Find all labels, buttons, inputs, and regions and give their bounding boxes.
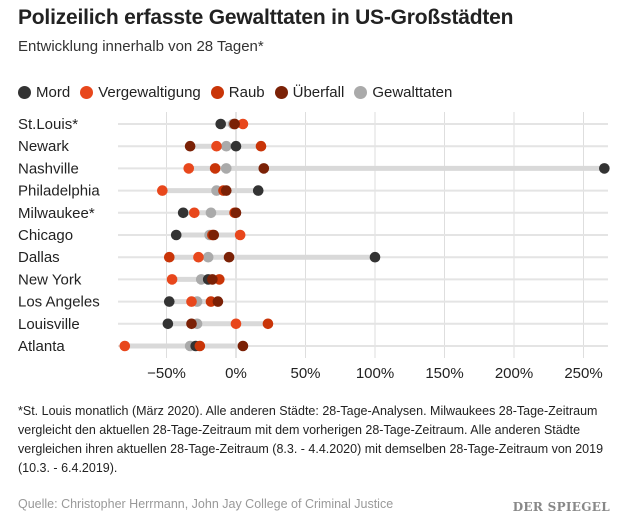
legend-item: Mord [18,84,70,101]
dot-vergewaltigung [166,274,178,285]
legend-swatch [80,86,94,99]
footnote: *St. Louis monatlich (März 2020). Alle a… [18,404,604,475]
x-tick-label: 200% [495,365,533,382]
dot-überfall [220,185,232,196]
row-label: Atlanta [18,338,65,355]
dot-vergewaltigung [230,318,242,330]
dot-vergewaltigung [237,118,249,130]
dot-mord [252,185,264,196]
dot-vergewaltigung [193,251,204,263]
dot-raub [163,251,175,263]
chart-title: Polizeilich erfasste Gewalttaten in US-G… [18,6,514,29]
dot-raub [262,318,274,330]
row-label: Nashville [18,160,79,177]
row-label: Newark [18,138,69,155]
dot-mord [177,207,189,219]
dot-überfall [229,118,240,130]
dot-überfall [207,274,218,285]
dot-gewalttaten [220,140,232,152]
legend-swatch [18,86,31,99]
legend-label: Überfall [292,84,345,101]
dot-plot: −50% 0% 50% 100% 150% 200% 250% St.Louis* Newark… [18,112,610,382]
dot-vergewaltigung [234,229,246,241]
dot-überfall [230,207,242,219]
row-label: New York [18,271,82,288]
row-label: Philadelphia [18,183,100,200]
legend-label: Raub [228,84,265,101]
legend-item: Gewalttaten [354,84,452,101]
dot-überfall [184,140,196,152]
row-label: Louisville [18,316,80,333]
legend: Mord Vergewaltigung Raub Überfall Gewalttate… [18,84,452,101]
legend-item: Überfall [274,84,345,101]
x-tick-label: 100% [356,365,394,382]
dot-überfall [258,163,270,174]
dot-gewalttaten [205,207,217,219]
dot-vergewaltigung [186,296,197,307]
x-tick-label: 150% [425,365,463,382]
dot-vergewaltigung [189,207,200,219]
row-label: Dallas [18,249,60,266]
dot-überfall [212,296,224,307]
legend-label: Gewalttaten [372,84,453,101]
dot-mord [215,118,227,130]
dot-überfall [186,318,197,330]
dot-mord [599,163,610,174]
dot-vergewaltigung [183,163,195,174]
legend-swatch [210,86,224,99]
dot-vergewaltigung [119,340,131,352]
dot-vergewaltigung [157,185,168,196]
dot-überfall [208,229,220,241]
legend-swatch [274,86,288,99]
dot-raub [194,340,206,352]
dot-mord [163,296,175,307]
x-tick-label: 50% [290,365,320,382]
source: Quelle: Christopher Herrmann, John Jay C… [18,497,394,511]
dot-raub [255,140,267,152]
x-tick-label: 0% [225,365,247,382]
row-label: St.Louis* [18,116,78,133]
dot-gewalttaten [220,163,232,174]
dot-mord [162,318,174,330]
dot-mord [369,251,381,263]
dot-raub [209,163,221,174]
x-tick-label: −50% [147,365,186,382]
row-label: Chicago [18,227,73,244]
legend-label: Mord [36,84,71,101]
dot-mord [170,229,182,241]
legend-swatch [354,86,368,99]
chart-subtitle: Entwicklung innerhalb von 28 Tagen* [18,38,264,55]
dot-überfall [237,340,249,352]
dot-mord [230,140,242,152]
legend-item: Vergewaltigung [80,84,201,101]
legend-label: Vergewaltigung [98,84,201,101]
dot-überfall [223,251,235,263]
row-label: Los Angeles [18,294,100,311]
x-tick-label: 250% [564,365,602,382]
row-label: Milwaukee* [18,205,95,222]
spiegel-logo: DER SPIEGEL [512,500,610,514]
legend-item: Raub [210,84,265,101]
dot-vergewaltigung [211,140,222,152]
dot-gewalttaten [202,251,214,263]
